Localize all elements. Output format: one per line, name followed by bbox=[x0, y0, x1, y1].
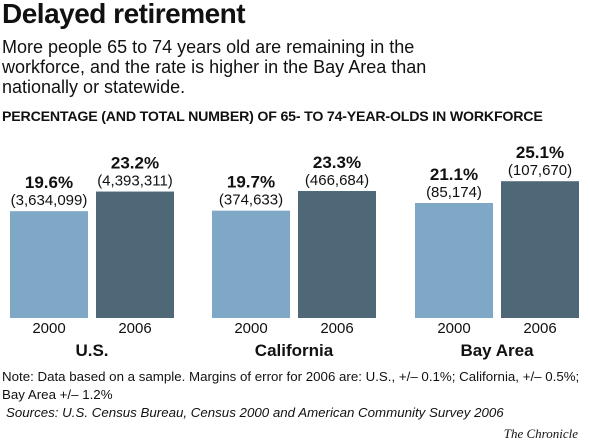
count-label-u-s-2006: (4,393,311) bbox=[97, 173, 173, 190]
bar-bay-area-2000 bbox=[415, 203, 493, 318]
bar-california-2006 bbox=[298, 191, 376, 318]
group-label-bay-area: Bay Area bbox=[460, 341, 534, 360]
bar-chart: 19.6%(3,634,099) 2000 23.2%(4,393,311) 2006… bbox=[10, 143, 579, 360]
bar-u-s-2000 bbox=[10, 211, 88, 318]
chart-heading: PERCENTAGE (AND TOTAL NUMBER) OF 65- TO … bbox=[2, 109, 543, 125]
bar-bay-area-2006 bbox=[501, 181, 579, 318]
year-label-u-s-2006: 2006 bbox=[118, 320, 151, 337]
count-label-california-2006: (466,684) bbox=[305, 172, 369, 189]
count-label-bay-area-2006: (107,670) bbox=[508, 162, 572, 179]
year-label-california-2006: 2006 bbox=[320, 320, 353, 337]
chart-title: Delayed retirement bbox=[2, 0, 246, 29]
value-label-bay-area-2000: 21.1% bbox=[430, 165, 478, 184]
chart-subtitle: More people 65 to 74 years old are remai… bbox=[2, 37, 427, 97]
sources-line: Sources: U.S. Census Bureau, Census 2000… bbox=[6, 405, 504, 420]
value-label-u-s-2000: 19.6% bbox=[25, 173, 73, 192]
group-label-u-s: U.S. bbox=[75, 341, 108, 360]
footnote: Note: Data based on a sample. Margins of… bbox=[2, 369, 580, 402]
bar-u-s-2006 bbox=[96, 191, 174, 318]
year-label-california-2000: 2000 bbox=[234, 320, 267, 337]
count-label-bay-area-2000: (85,174) bbox=[426, 184, 482, 201]
year-label-bay-area-2000: 2000 bbox=[437, 320, 470, 337]
year-label-bay-area-2006: 2006 bbox=[523, 320, 556, 337]
value-label-u-s-2006: 23.2% bbox=[111, 154, 159, 173]
count-label-u-s-2000: (3,634,099) bbox=[11, 192, 88, 209]
bar-california-2000 bbox=[212, 210, 290, 318]
value-label-california-2006: 23.3% bbox=[313, 153, 361, 172]
publisher-credit: The Chronicle bbox=[503, 426, 578, 441]
year-label-u-s-2000: 2000 bbox=[32, 320, 65, 337]
value-label-california-2000: 19.7% bbox=[227, 173, 275, 192]
value-label-bay-area-2006: 25.1% bbox=[516, 143, 564, 162]
count-label-california-2000: (374,633) bbox=[219, 192, 283, 209]
group-label-california: California bbox=[255, 341, 334, 360]
